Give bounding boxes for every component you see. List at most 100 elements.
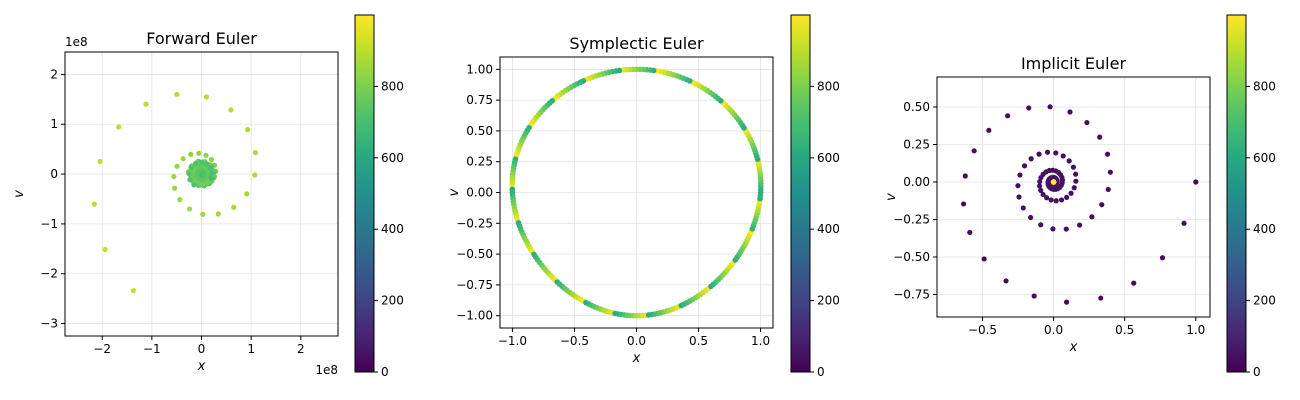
data-point [1053, 198, 1059, 204]
x-tick-label: 0.5 [1115, 323, 1134, 337]
x-axis-label: x [197, 359, 206, 374]
y-tick-label: −1.00 [456, 309, 493, 323]
data-point [1063, 226, 1069, 232]
data-point [186, 170, 192, 177]
data-point [192, 161, 199, 167]
data-point [1181, 220, 1187, 226]
data-point [97, 158, 103, 165]
data-point [1098, 295, 1104, 301]
data-point [196, 150, 202, 156]
y-tick-label: 1.00 [466, 62, 493, 76]
data-point [1060, 153, 1066, 159]
data-point [188, 151, 194, 157]
data-point [1047, 104, 1053, 110]
colorbar-tick-label: 400 [1253, 222, 1276, 236]
data-point [1037, 178, 1043, 185]
data-point [1193, 179, 1199, 185]
data-point [1017, 172, 1023, 178]
data-point [1058, 197, 1065, 203]
data-point [1003, 278, 1009, 284]
chart-title: Symplectic Euler [569, 34, 704, 53]
points [91, 91, 259, 294]
colorbar-tick-label: 200 [1253, 294, 1276, 308]
data-point [200, 181, 206, 187]
data-point [191, 182, 197, 188]
data-point [1084, 119, 1090, 126]
colorbar [354, 14, 375, 373]
x-axis-label: x [1069, 340, 1078, 355]
data-point [1021, 163, 1028, 169]
y-tick-label: 2 [50, 67, 58, 81]
data-point [245, 127, 251, 133]
data-point [252, 149, 259, 156]
chart-1: −2 −1 0 1 2 −3 −2 −1 0 1 2 1e8 1e8 Forward Euler x v 0 20… [12, 14, 404, 379]
data-point [130, 288, 136, 294]
x-tick-label: −0.5 [560, 334, 589, 348]
data-point [1073, 171, 1079, 177]
data-point [971, 148, 977, 154]
data-point [1050, 226, 1056, 232]
data-point [1071, 185, 1077, 191]
y-tick-label: 0.25 [903, 138, 930, 152]
colorbar-tick-label: 800 [817, 79, 840, 93]
data-point [1063, 299, 1070, 305]
data-point [190, 173, 196, 179]
data-point [1028, 156, 1034, 162]
y-tick-label: −0.75 [456, 278, 493, 292]
y-offset-text: 1e8 [65, 35, 88, 49]
data-point [228, 107, 234, 113]
y-tick-label: −0.75 [893, 288, 930, 302]
x-tick-label: 2 [297, 342, 305, 356]
colorbar-tick-label: 800 [1253, 79, 1276, 93]
chart-3: −0.5 0.0 0.5 1.0 −0.75 −0.50 −0.25 0.00 0.25 0.50… [884, 14, 1276, 379]
y-axis-label: v [447, 188, 462, 196]
x-tick-label: 1 [247, 342, 255, 356]
data-point [1050, 179, 1057, 185]
y-tick-label: 0.00 [466, 186, 493, 200]
data-point [967, 229, 973, 236]
colorbar-tick-label: 400 [817, 222, 840, 236]
data-point [1073, 178, 1079, 184]
x-tick-label: −1.0 [498, 334, 527, 348]
data-point [1028, 214, 1034, 221]
data-point [116, 124, 122, 130]
x-tick-label: 1.0 [751, 334, 770, 348]
data-point [203, 152, 209, 158]
colorbar-tick-label: 600 [381, 151, 404, 165]
x-tick-label: 1.0 [1186, 323, 1205, 337]
data-point [172, 185, 178, 191]
data-point [1016, 194, 1022, 200]
y-tick-label: −0.50 [893, 250, 930, 264]
x-tick-label: 0.5 [689, 334, 708, 348]
data-point [203, 94, 210, 100]
data-point [757, 192, 764, 199]
data-point [208, 175, 214, 181]
data-point [1077, 222, 1083, 228]
colorbar [790, 14, 811, 373]
y-tick-label: −1 [40, 217, 58, 231]
chart-title: Implicit Euler [1021, 54, 1126, 73]
data-point [1089, 214, 1095, 220]
x-tick-label: −0.5 [968, 323, 997, 337]
y-tick-label: 0.75 [466, 93, 493, 107]
y-tick-label: −0.25 [893, 213, 930, 227]
y-tick-label: −2 [40, 267, 58, 281]
points [509, 66, 764, 319]
data-point [1099, 202, 1105, 208]
data-point [198, 159, 204, 166]
data-point [187, 177, 193, 183]
data-point [1036, 183, 1043, 189]
x-offset-text: 1e8 [315, 363, 338, 377]
data-point [207, 165, 214, 171]
x-tick-label: 0 [198, 342, 206, 356]
y-tick-label: 1 [50, 117, 58, 131]
data-point [960, 201, 967, 207]
y-axis-label: v [12, 190, 27, 198]
colorbar-tick-label: 800 [381, 79, 404, 93]
data-point [188, 165, 194, 171]
data-point [186, 206, 193, 212]
x-tick-label: −2 [93, 342, 111, 356]
data-point [1038, 222, 1044, 228]
x-tick-label: −1 [143, 342, 161, 356]
